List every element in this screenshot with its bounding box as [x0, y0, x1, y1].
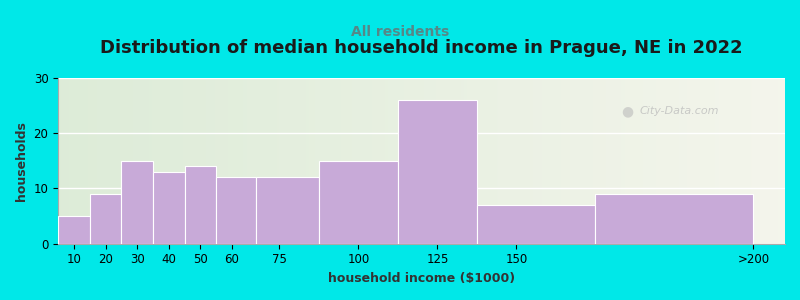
Bar [153, 172, 185, 244]
Bar [477, 205, 595, 244]
Bar [595, 194, 754, 244]
Y-axis label: households: households [15, 121, 28, 201]
Bar [398, 100, 477, 244]
Text: ●: ● [622, 104, 634, 118]
Bar [90, 194, 122, 244]
Bar [216, 177, 256, 244]
X-axis label: household income ($1000): household income ($1000) [328, 272, 515, 285]
Text: City-Data.com: City-Data.com [640, 106, 719, 116]
Title: Distribution of median household income in Prague, NE in 2022: Distribution of median household income … [100, 39, 743, 57]
Bar [256, 177, 319, 244]
Bar [185, 167, 216, 244]
Bar [58, 216, 90, 244]
Bar [122, 161, 153, 244]
Text: All residents: All residents [351, 25, 449, 38]
Bar [319, 161, 398, 244]
